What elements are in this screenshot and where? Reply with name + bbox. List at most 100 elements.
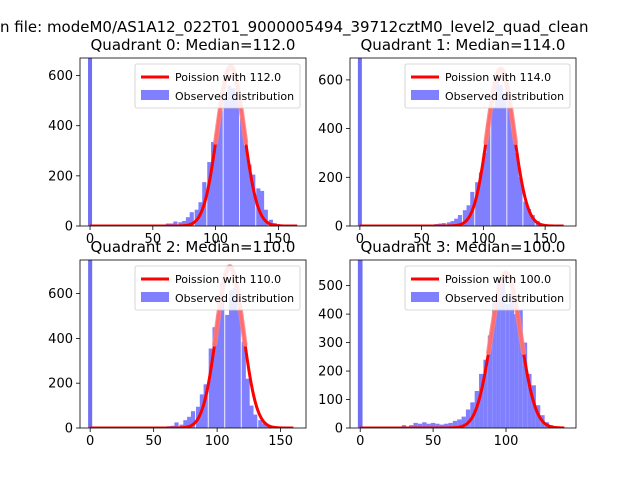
axes-frame bbox=[79, 57, 307, 227]
subplot-title: Quadrant 2: Median=110.0 bbox=[91, 238, 296, 256]
plot-area bbox=[357, 260, 566, 428]
hist-bar bbox=[426, 423, 431, 428]
legend-label-fit: Poission with 114.0 bbox=[445, 71, 551, 84]
zero-bin-bar bbox=[88, 58, 93, 226]
legend-swatch-hist bbox=[411, 90, 439, 100]
legend-label-hist: Observed distribution bbox=[175, 90, 294, 103]
hist-bar bbox=[486, 123, 491, 226]
x-tick-label: 0 bbox=[86, 232, 94, 247]
hist-bar bbox=[185, 217, 191, 226]
hist-bar bbox=[218, 110, 223, 226]
axes-frame bbox=[79, 259, 307, 429]
hist-bar bbox=[509, 294, 515, 428]
hist-bar bbox=[187, 416, 192, 428]
poisson-fit-line bbox=[89, 65, 299, 226]
hist-bar bbox=[211, 142, 216, 226]
hist-bar bbox=[457, 215, 462, 226]
hist-bar bbox=[527, 208, 532, 226]
y-tick-label: 0 bbox=[335, 422, 343, 437]
hist-bar bbox=[208, 348, 213, 428]
hist-bar bbox=[502, 93, 507, 226]
hist-bar bbox=[500, 277, 506, 428]
hist-bar bbox=[223, 98, 228, 226]
hist-bar bbox=[236, 310, 241, 428]
y-tick-label: 200 bbox=[318, 365, 343, 380]
hist-bar bbox=[448, 422, 453, 428]
hist-bar bbox=[232, 288, 237, 428]
x-tick-label: 150 bbox=[268, 434, 293, 449]
legend-box bbox=[134, 265, 301, 311]
x-tick-label: 150 bbox=[533, 232, 558, 247]
x-tick-label: 100 bbox=[205, 434, 230, 449]
hist-bar bbox=[212, 327, 217, 428]
hist-bar bbox=[518, 177, 523, 226]
x-tick-label: 50 bbox=[413, 232, 430, 247]
subplot-quadrant-3: 0 50 100 0 100 200 300 400 500 Quadrant 3: Median… bbox=[318, 238, 577, 449]
hist-bar bbox=[494, 79, 499, 226]
hist-bar bbox=[173, 221, 178, 226]
hist-bar bbox=[439, 424, 445, 428]
legend: Poission with 112.0 Observed distribution bbox=[134, 63, 301, 109]
hist-bar bbox=[220, 282, 225, 428]
subplot-quadrant-0: 0 50 100 150 0 200 400 600 Quadrant 0: Median=11… bbox=[48, 36, 307, 247]
hist-bar bbox=[462, 210, 467, 226]
hist-bar bbox=[243, 145, 248, 226]
hist-bar bbox=[216, 314, 221, 428]
x-tick-label: 100 bbox=[471, 232, 496, 247]
hist-bar bbox=[491, 106, 496, 226]
hist-bar bbox=[259, 190, 265, 226]
legend: Poission with 114.0 Observed distribution bbox=[404, 63, 571, 109]
x-tick-label: 0 bbox=[356, 434, 364, 449]
hist-bar bbox=[450, 221, 455, 226]
x-tick-label: 0 bbox=[356, 232, 364, 247]
legend-swatch-hist bbox=[411, 292, 439, 302]
hist-bar bbox=[523, 201, 528, 226]
y-tick-label: 400 bbox=[48, 119, 73, 134]
hist-bar bbox=[249, 405, 254, 428]
hist-bar bbox=[478, 172, 483, 226]
y-tick-label: 300 bbox=[318, 336, 343, 351]
hist-bar bbox=[251, 174, 256, 226]
y-tick-label: 100 bbox=[318, 393, 343, 408]
hist-bar bbox=[228, 290, 234, 428]
plot-area bbox=[357, 58, 565, 226]
y-tick-label: 400 bbox=[318, 122, 343, 137]
legend-label-fit: Poission with 112.0 bbox=[175, 71, 281, 84]
hist-bar bbox=[496, 277, 501, 428]
hist-bar bbox=[225, 314, 230, 428]
legend-label-fit: Poission with 100.0 bbox=[445, 273, 551, 286]
hist-bar bbox=[258, 420, 263, 428]
poisson-fit-line bbox=[89, 265, 295, 428]
hist-bar bbox=[430, 422, 436, 428]
hist-bar bbox=[241, 341, 246, 428]
x-tick-label: 150 bbox=[266, 232, 291, 247]
y-tick-label: 600 bbox=[318, 73, 343, 88]
hist-bar bbox=[413, 422, 418, 428]
y-tick-label: 200 bbox=[48, 377, 73, 392]
axes-frame bbox=[349, 259, 577, 429]
hist-bar bbox=[518, 309, 523, 428]
hist-bar bbox=[479, 373, 484, 428]
subplot-quadrant-2: 0 50 100 150 0 200 400 600 Quadrant 2: Median=11… bbox=[48, 238, 307, 449]
x-tick-label: 50 bbox=[145, 434, 162, 449]
hist-bar bbox=[507, 101, 512, 226]
hist-bar bbox=[514, 314, 519, 428]
hist-bar bbox=[457, 419, 462, 428]
hist-bar bbox=[203, 384, 208, 428]
y-tick-label: 400 bbox=[48, 332, 73, 347]
zero-bin-bar bbox=[88, 260, 93, 428]
hist-bar bbox=[182, 220, 187, 226]
hist-bar bbox=[510, 128, 516, 226]
hist-bar bbox=[514, 152, 519, 226]
hist-bar bbox=[214, 133, 219, 226]
y-tick-label: 200 bbox=[48, 169, 73, 184]
subplot-title: Quadrant 1: Median=114.0 bbox=[361, 36, 566, 54]
subplot-title: Quadrant 0: Median=112.0 bbox=[91, 36, 296, 54]
hist-bar bbox=[461, 416, 466, 428]
poisson-fit-line bbox=[359, 67, 565, 226]
hist-bar bbox=[231, 88, 236, 226]
y-tick-label: 0 bbox=[335, 220, 343, 235]
hist-bar bbox=[498, 84, 503, 226]
hist-bar bbox=[207, 162, 212, 226]
